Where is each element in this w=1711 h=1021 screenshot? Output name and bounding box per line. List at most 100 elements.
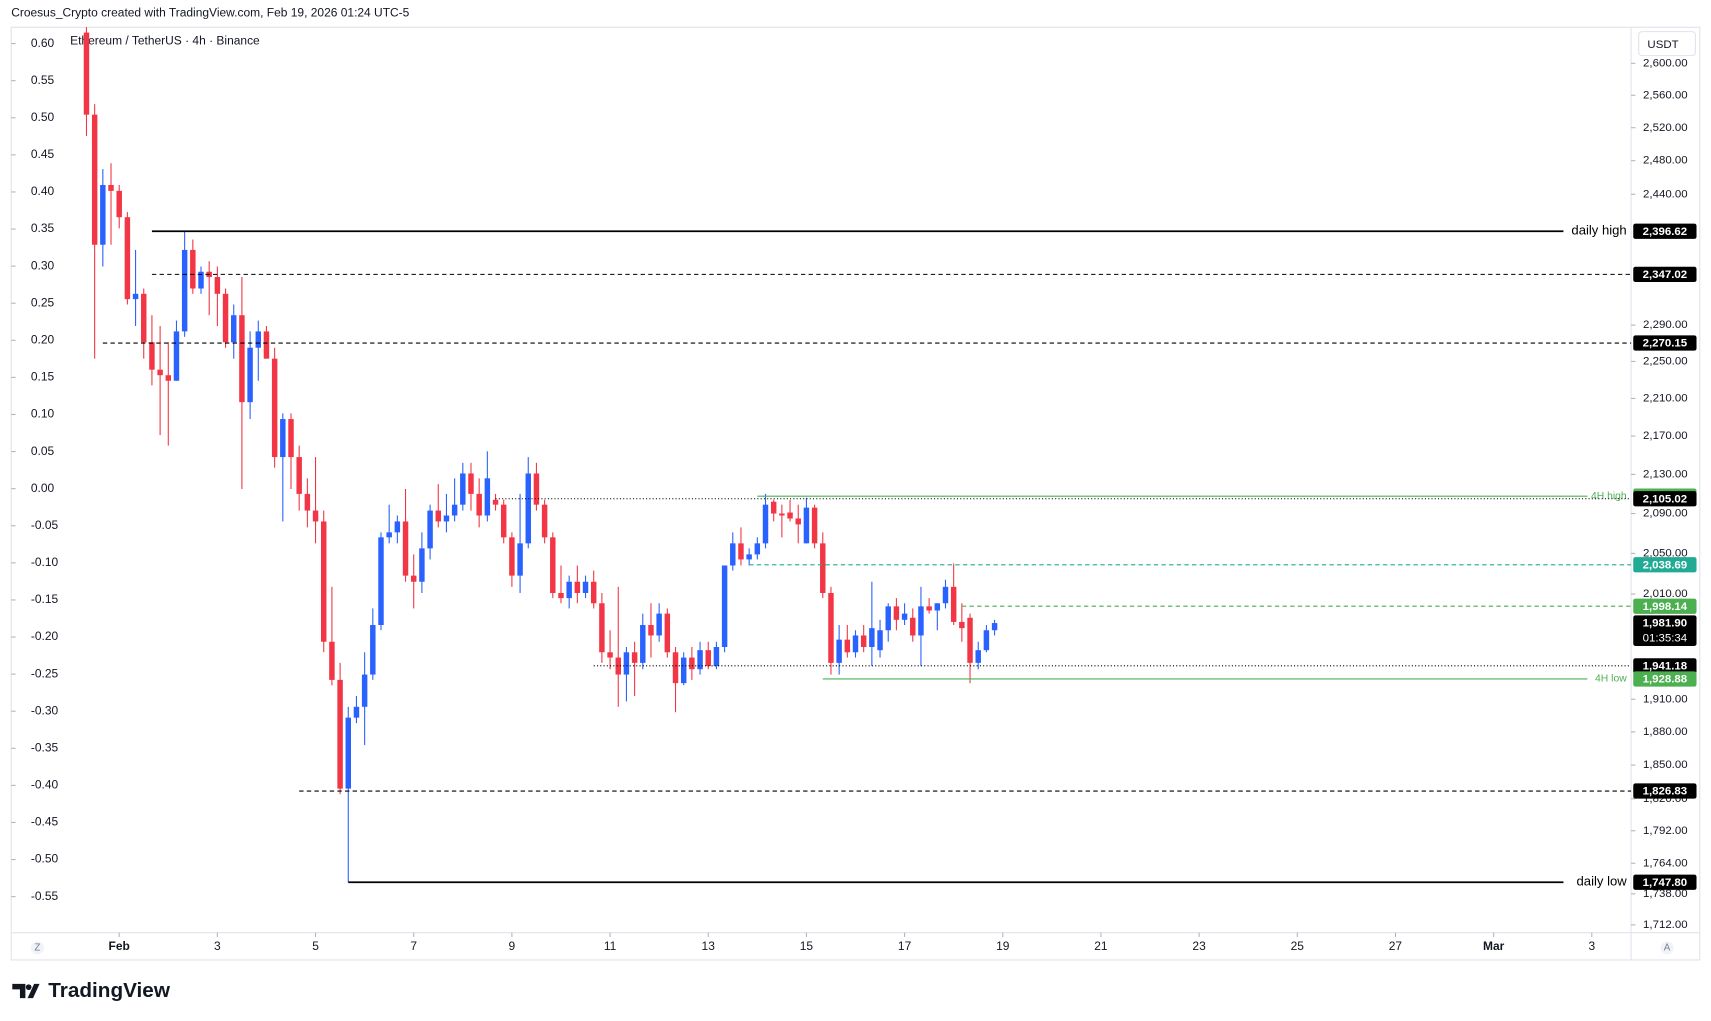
left-tick-label: -0.55 [31, 889, 59, 903]
candle-body [631, 652, 638, 663]
candle-body [738, 543, 744, 560]
candle-body [615, 657, 621, 675]
level-badge [1633, 223, 1697, 239]
level-badge [1633, 266, 1697, 283]
left-tick-label: 0.30 [31, 258, 55, 272]
y-tick-label: 2,050.00 [1643, 547, 1688, 559]
left-tick-label: 0.15 [31, 370, 55, 384]
candle-body [116, 190, 122, 218]
candle-body [590, 581, 597, 604]
scale-button-label[interactable]: A [1664, 943, 1671, 954]
scale-button-label[interactable]: Z [34, 943, 40, 954]
candle-body [280, 419, 286, 458]
level-badge-label: 2,270.15 [1643, 338, 1688, 350]
logo-dot [25, 984, 32, 991]
candle-body [517, 543, 523, 576]
scale-button[interactable] [30, 941, 44, 955]
x-tick-label: 15 [800, 939, 814, 953]
brand: TradingView [48, 979, 171, 1002]
candle-body [304, 493, 311, 511]
candle-body [124, 217, 131, 300]
candle-body [484, 478, 491, 516]
y-tick-label: 2,210.00 [1643, 392, 1688, 404]
candle-body [271, 358, 278, 458]
candle-body [100, 184, 106, 245]
candle-body [353, 706, 360, 718]
candle-body [255, 331, 262, 348]
y-tick-label: 2,440.00 [1643, 188, 1688, 200]
x-tick-label: 3 [214, 939, 221, 953]
candle-body [337, 679, 343, 789]
x-tick-label: 7 [410, 939, 417, 953]
level-badge [1633, 335, 1697, 351]
level-badge [1633, 671, 1697, 687]
scale-button[interactable] [1660, 941, 1674, 955]
x-tick-label: Feb [109, 939, 130, 953]
candle-body [950, 586, 957, 622]
candle-body [607, 652, 613, 658]
candle-body [181, 249, 188, 332]
x-tick-label: 21 [1094, 939, 1108, 953]
y-tick-label: 2,250.00 [1643, 355, 1688, 367]
candle-body [746, 554, 752, 560]
x-tick-label: 17 [898, 939, 912, 953]
symbol-title: Ethereum / TetherUS · 4h · Binance [70, 34, 260, 48]
logo-mark [12, 983, 40, 999]
candle-body [844, 639, 851, 653]
level-badge [1633, 783, 1697, 799]
candle-body [795, 518, 801, 525]
candle-body [157, 369, 163, 376]
candle-body [451, 504, 458, 516]
candle-body [697, 650, 703, 670]
last-price-badge [1633, 615, 1697, 646]
x-tick-label: 13 [702, 939, 716, 953]
brand-logo [12, 983, 40, 999]
x-tick-label: 25 [1291, 939, 1305, 953]
source-note: Croesus_Crypto created with TradingView.… [11, 5, 409, 19]
candle-body [770, 501, 777, 514]
candle-body [877, 630, 883, 651]
currency-box[interactable] [1638, 31, 1696, 57]
candle-body [787, 512, 793, 519]
level-badge-label: 2,038.69 [1643, 559, 1688, 571]
candle-body [836, 639, 842, 663]
y-tick-label: 2,600.00 [1643, 57, 1688, 69]
candle-body [754, 543, 761, 555]
candle-body [263, 331, 270, 359]
level-name: 4H low [1595, 674, 1627, 685]
candle-body [599, 603, 605, 653]
currency[interactable]: USDT [1647, 39, 1678, 51]
candle-body [901, 613, 908, 620]
candle-body [582, 581, 589, 593]
left-tick-label: -0.25 [31, 666, 59, 680]
level-name: daily high [1571, 223, 1626, 238]
candle-body [566, 581, 572, 599]
candle-body [394, 521, 401, 533]
level-name: daily low [1577, 874, 1628, 889]
candle-body [361, 674, 368, 707]
candle-body [410, 575, 417, 582]
left-tick-label: -0.40 [31, 778, 59, 792]
left-tick-label: 0.25 [31, 295, 55, 309]
x-tick-label: 23 [1192, 939, 1206, 953]
y-tick-label: 1,764.00 [1643, 857, 1688, 869]
candle-body [623, 652, 630, 675]
x-tick-label: 3 [1588, 939, 1595, 953]
y-tick-label: 2,560.00 [1643, 89, 1688, 101]
candle-body [468, 473, 474, 494]
candle-body [345, 717, 351, 789]
candle-body [288, 419, 294, 458]
candle-body [492, 499, 499, 505]
candle-body [312, 510, 319, 522]
left-tick-label: 0.60 [31, 36, 55, 50]
level-badge [1633, 557, 1697, 573]
x-tick-label: Mar [1483, 939, 1505, 953]
level-badge-label: 2,105.02 [1643, 493, 1688, 505]
y-tick-label: 2,170.00 [1643, 430, 1688, 442]
candle-body [149, 342, 155, 370]
candle-body [132, 293, 139, 300]
left-tick-label: -0.05 [31, 518, 59, 532]
y-tick-label: 1,910.00 [1643, 693, 1688, 705]
candle-body [885, 606, 891, 631]
level-badge-label: 1,928.88 [1643, 674, 1688, 686]
